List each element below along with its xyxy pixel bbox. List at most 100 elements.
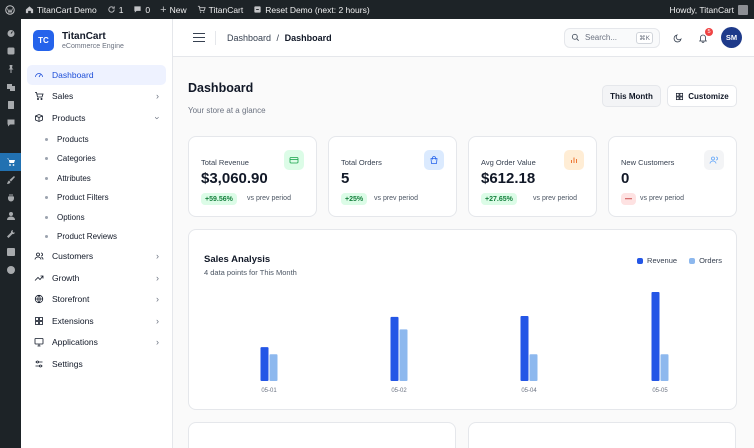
bar-orders-05-01[interactable] xyxy=(269,354,278,381)
stat-value: 5 xyxy=(341,170,350,187)
stat-comparison: vs prev period xyxy=(533,195,577,202)
dashboard-icon[interactable] xyxy=(0,24,21,42)
settings-icon[interactable] xyxy=(0,243,21,261)
stat-change-badge: +27.65% xyxy=(481,193,517,205)
brand-logo[interactable]: TC xyxy=(33,29,54,51)
sidebar-item-label: Customers xyxy=(52,251,94,262)
breadcrumb-root[interactable]: Dashboard xyxy=(227,32,272,43)
breadcrumb: Dashboard / Dashboard xyxy=(227,33,332,43)
app-sidebar: TC TitanCart eCommerce Engine Dashboard … xyxy=(21,19,173,448)
updates-link[interactable]: 1 xyxy=(102,0,129,19)
titancart-label: TitanCart xyxy=(208,4,244,15)
brand: TC TitanCart eCommerce Engine xyxy=(21,19,172,61)
bar-orders-05-04[interactable] xyxy=(529,354,538,381)
new-content-link[interactable]: + New xyxy=(155,0,191,19)
x-tick-label: 05-05 xyxy=(652,388,668,394)
bar-revenue-05-01[interactable] xyxy=(260,347,269,381)
wp-admin-menu xyxy=(0,19,21,448)
gauge-icon xyxy=(34,70,44,80)
sidebar-item-dashboard[interactable]: Dashboard xyxy=(27,65,166,85)
brush-icon[interactable] xyxy=(0,171,21,189)
sidebar-nav: Dashboard Sales › Products › Products Ca… xyxy=(21,61,172,380)
sidebar-subitem-attributes[interactable]: Attributes xyxy=(27,169,166,189)
bar-chart-icon xyxy=(564,150,584,170)
sliders-icon xyxy=(34,359,44,369)
stat-value: 0 xyxy=(621,170,630,187)
reset-icon xyxy=(254,6,261,13)
my-account-link[interactable]: Howdy, TitanCart xyxy=(669,4,754,15)
sidebar-subitem-product-reviews[interactable]: Product Reviews xyxy=(27,227,166,247)
sidebar-subitem-options[interactable]: Options xyxy=(27,208,166,228)
subitem-label: Product Filters xyxy=(57,193,109,203)
page-title: Dashboard xyxy=(188,81,254,95)
bullet-icon xyxy=(45,157,48,161)
customize-button[interactable]: Customize xyxy=(667,85,737,107)
bar-orders-05-05[interactable] xyxy=(660,354,669,381)
sidebar-subitem-products[interactable]: Products xyxy=(27,130,166,150)
subitem-label: Product Reviews xyxy=(57,232,118,242)
globe-icon xyxy=(34,294,44,304)
wp-logo-icon[interactable] xyxy=(0,0,20,19)
plugins-icon[interactable] xyxy=(0,189,21,207)
reset-demo-label: Reset Demo (next: 2 hours) xyxy=(265,4,370,15)
bar-revenue-05-05[interactable] xyxy=(651,292,660,381)
sidebar-item-label: Products xyxy=(52,112,86,123)
search-shortcut: ⌘K xyxy=(636,31,653,44)
cart-icon[interactable] xyxy=(0,153,21,171)
site-icon[interactable] xyxy=(0,42,21,60)
users-icon[interactable] xyxy=(0,207,21,225)
legend-label: Orders xyxy=(699,256,722,265)
stat-change-badge: — xyxy=(621,193,636,205)
stat-card-avg-order: Avg Order Value $612.18 +27.65% vs prev … xyxy=(468,136,597,217)
brand-subtitle: eCommerce Engine xyxy=(62,42,124,50)
bar-revenue-05-04[interactable] xyxy=(520,316,529,381)
sidebar-subitem-categories[interactable]: Categories xyxy=(27,149,166,169)
menu-toggle-icon[interactable] xyxy=(193,32,205,44)
sidebar-item-sales[interactable]: Sales › xyxy=(27,87,166,107)
subitem-label: Categories xyxy=(57,154,96,164)
chevron-right-icon: › xyxy=(156,91,159,102)
howdy-label: Howdy, TitanCart xyxy=(669,4,734,15)
bottom-card-left xyxy=(188,422,456,448)
sidebar-item-applications[interactable]: Applications › xyxy=(27,333,166,353)
titancart-link[interactable]: TitanCart xyxy=(192,0,249,19)
pin-icon[interactable] xyxy=(0,60,21,78)
period-button[interactable]: This Month xyxy=(602,85,661,107)
site-name-link[interactable]: TitanCart Demo xyxy=(20,0,102,19)
reset-demo-link[interactable]: Reset Demo (next: 2 hours) xyxy=(248,0,374,19)
media-icon[interactable] xyxy=(0,78,21,96)
sidebar-item-products[interactable]: Products › xyxy=(27,108,166,128)
sidebar-item-label: Extensions xyxy=(52,315,94,326)
pages-icon[interactable] xyxy=(0,96,21,114)
sidebar-item-label: Applications xyxy=(52,337,98,348)
dark-mode-toggle[interactable] xyxy=(671,31,685,45)
bar-orders-05-02[interactable] xyxy=(399,329,408,381)
tools-icon[interactable] xyxy=(0,225,21,243)
sidebar-item-storefront[interactable]: Storefront › xyxy=(27,290,166,310)
chevron-right-icon: › xyxy=(156,251,159,262)
sidebar-item-customers[interactable]: Customers › xyxy=(27,247,166,267)
legend-label: Revenue xyxy=(647,256,678,265)
breadcrumb-separator: / xyxy=(276,32,280,43)
play-icon[interactable] xyxy=(0,261,21,279)
user-avatar[interactable]: SM xyxy=(721,27,742,48)
users-icon xyxy=(704,150,724,170)
bullet-icon xyxy=(45,137,48,141)
chart-title: Sales Analysis xyxy=(204,254,271,265)
plus-icon: + xyxy=(160,3,167,16)
sidebar-item-growth[interactable]: Growth › xyxy=(27,268,166,288)
sidebar-subitem-product-filters[interactable]: Product Filters xyxy=(27,188,166,208)
notifications-button[interactable]: 5 xyxy=(696,27,713,45)
sidebar-item-extensions[interactable]: Extensions › xyxy=(27,311,166,331)
legend-item-revenue[interactable]: Revenue xyxy=(637,256,677,265)
sidebar-item-settings[interactable]: Settings xyxy=(27,354,166,374)
bar-revenue-05-02[interactable] xyxy=(390,316,399,381)
notification-badge: 5 xyxy=(705,27,713,36)
stat-label: Total Orders xyxy=(341,158,382,167)
legend-item-orders[interactable]: Orders xyxy=(689,256,722,265)
comments-link[interactable]: 0 xyxy=(128,0,155,19)
search-input[interactable]: Search... ⌘K xyxy=(564,27,660,48)
sales-bar-chart: 05-01 05-02 05-04 05-05 xyxy=(260,292,669,394)
bottom-card-right xyxy=(468,422,736,448)
comments-icon[interactable] xyxy=(0,114,21,132)
